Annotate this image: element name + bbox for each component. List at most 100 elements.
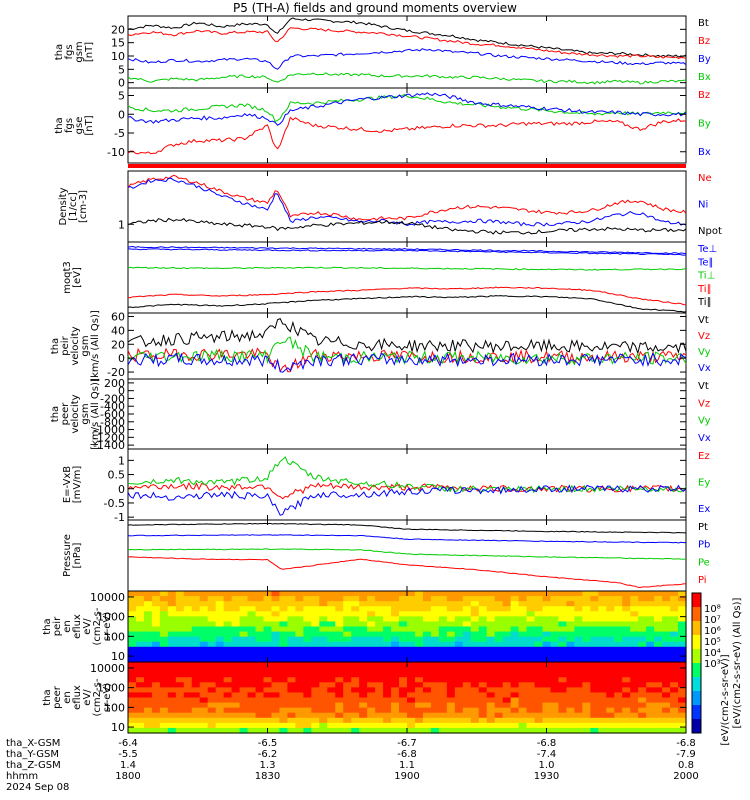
heatmap-cell: [311, 626, 320, 633]
heatmap-cell: [550, 662, 560, 668]
heatmap-cell: [550, 692, 560, 699]
heatmap-cell: [462, 712, 472, 719]
heatmap-cell: [399, 692, 408, 699]
y-axis-label: en: [62, 620, 73, 633]
heatmap-cell: [590, 631, 599, 638]
panel-frame: [127, 87, 687, 164]
heatmap-cell: [438, 601, 448, 607]
heatmap-cell: [590, 687, 599, 694]
heatmap-cell: [438, 626, 448, 633]
heatmap-cell: [678, 611, 687, 617]
heatmap-cell: [159, 717, 169, 724]
heatmap-cell: [391, 656, 400, 663]
heatmap-cell: [279, 692, 289, 699]
heatmap-cell: [207, 707, 217, 714]
heatmap-cell: [534, 606, 544, 612]
heatmap-cell: [574, 646, 583, 653]
heatmap-cell: [343, 626, 352, 633]
heatmap-cell: [215, 641, 225, 648]
heatmap-cell: [375, 677, 384, 683]
heatmap-cell: [303, 611, 312, 617]
y-tick-label: 1000: [97, 611, 125, 624]
heatmap-cell: [590, 601, 599, 607]
heatmap-cell: [391, 722, 400, 729]
heatmap-cell: [231, 621, 241, 628]
heatmap-cell: [606, 651, 615, 658]
heatmap-cell: [231, 677, 241, 683]
heatmap-cell: [175, 651, 185, 658]
heatmap-cell: [534, 712, 544, 719]
heatmap-cell: [128, 656, 137, 663]
y-tick-label: 1000: [97, 682, 125, 695]
heatmap-cell: [351, 667, 360, 673]
heatmap-cell: [327, 636, 336, 643]
heatmap-cell: [223, 596, 233, 602]
heatmap-cell: [462, 616, 472, 623]
heatmap-cell: [399, 641, 408, 648]
heatmap-cell: [159, 656, 169, 663]
heatmap-cell: [590, 646, 599, 653]
heatmap-cell: [287, 722, 296, 729]
heatmap-cell: [207, 596, 217, 602]
heatmap-cell: [359, 677, 368, 683]
heatmap-cell: [574, 601, 583, 607]
heatmap-cell: [287, 687, 296, 694]
heatmap-cell: [494, 606, 504, 612]
heatmap-cell: [654, 722, 663, 729]
heatmap-cell: [215, 697, 225, 704]
heatmap-cell: [231, 616, 241, 623]
heatmap-cell: [454, 667, 464, 673]
heatmap-cell: [263, 702, 273, 709]
heatmap-cell: [303, 707, 312, 714]
heatmap-cell: [391, 682, 400, 688]
y-axis-label: tha: [42, 618, 53, 634]
heatmap-cell: [534, 621, 544, 628]
y-axis-label: gsm: [80, 335, 91, 356]
heatmap-cell: [662, 611, 671, 617]
heatmap-cell: [486, 636, 496, 643]
heatmap-cell: [422, 697, 432, 704]
heatmap-cell: [526, 626, 536, 633]
heatmap-cell: [271, 667, 281, 673]
heatmap-cell: [247, 667, 257, 673]
heatmap-cell: [279, 682, 289, 688]
heatmap-cell: [598, 672, 607, 678]
heatmap-cell: [598, 697, 607, 704]
heatmap-cell: [319, 641, 328, 648]
heatmap-cell: [239, 591, 249, 597]
heatmap-cell: [446, 656, 456, 663]
heatmap-cell: [175, 717, 185, 724]
heatmap-cell: [502, 712, 512, 719]
heatmap-cell: [151, 601, 161, 607]
heatmap-cell: [462, 606, 472, 612]
heatmap-cell: [327, 682, 336, 688]
heatmap-cell: [183, 697, 193, 704]
heatmap-cell: [367, 697, 376, 704]
heatmap-cell: [311, 636, 320, 643]
heatmap-cell: [630, 611, 639, 617]
heatmap-cell: [646, 722, 655, 729]
heatmap-cell: [582, 616, 591, 623]
heatmap-cell: [343, 606, 352, 612]
heatmap-cell: [462, 611, 472, 617]
heatmap-cell: [502, 591, 512, 597]
heatmap-cell: [654, 677, 663, 683]
heatmap-cell: [391, 646, 400, 653]
heatmap-cell: [247, 626, 257, 633]
heatmap-cell: [279, 662, 289, 668]
heatmap-cell: [526, 667, 536, 673]
y-axis-label: tha: [54, 117, 65, 133]
heatmap-cell: [502, 646, 512, 653]
heatmap-cell: [199, 626, 209, 633]
colorbar-segment: [692, 635, 701, 650]
heatmap-cell: [486, 692, 496, 699]
heatmap-cell: [590, 616, 599, 623]
colorbar-segment: [692, 691, 701, 706]
heatmap-cell: [622, 631, 631, 638]
legend-Te∥: Te∥: [697, 257, 714, 268]
heatmap-cell: [311, 702, 320, 709]
heatmap-cell: [303, 662, 312, 668]
heatmap-cell: [279, 611, 289, 617]
heatmap-cell: [239, 621, 249, 628]
heatmap-cell: [518, 667, 528, 673]
